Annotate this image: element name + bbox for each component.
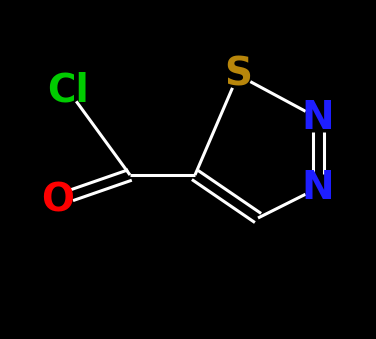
Text: O: O (41, 181, 74, 219)
Text: S: S (224, 56, 252, 94)
Text: Cl: Cl (47, 71, 89, 109)
Text: N: N (302, 99, 334, 137)
Text: N: N (302, 169, 334, 207)
